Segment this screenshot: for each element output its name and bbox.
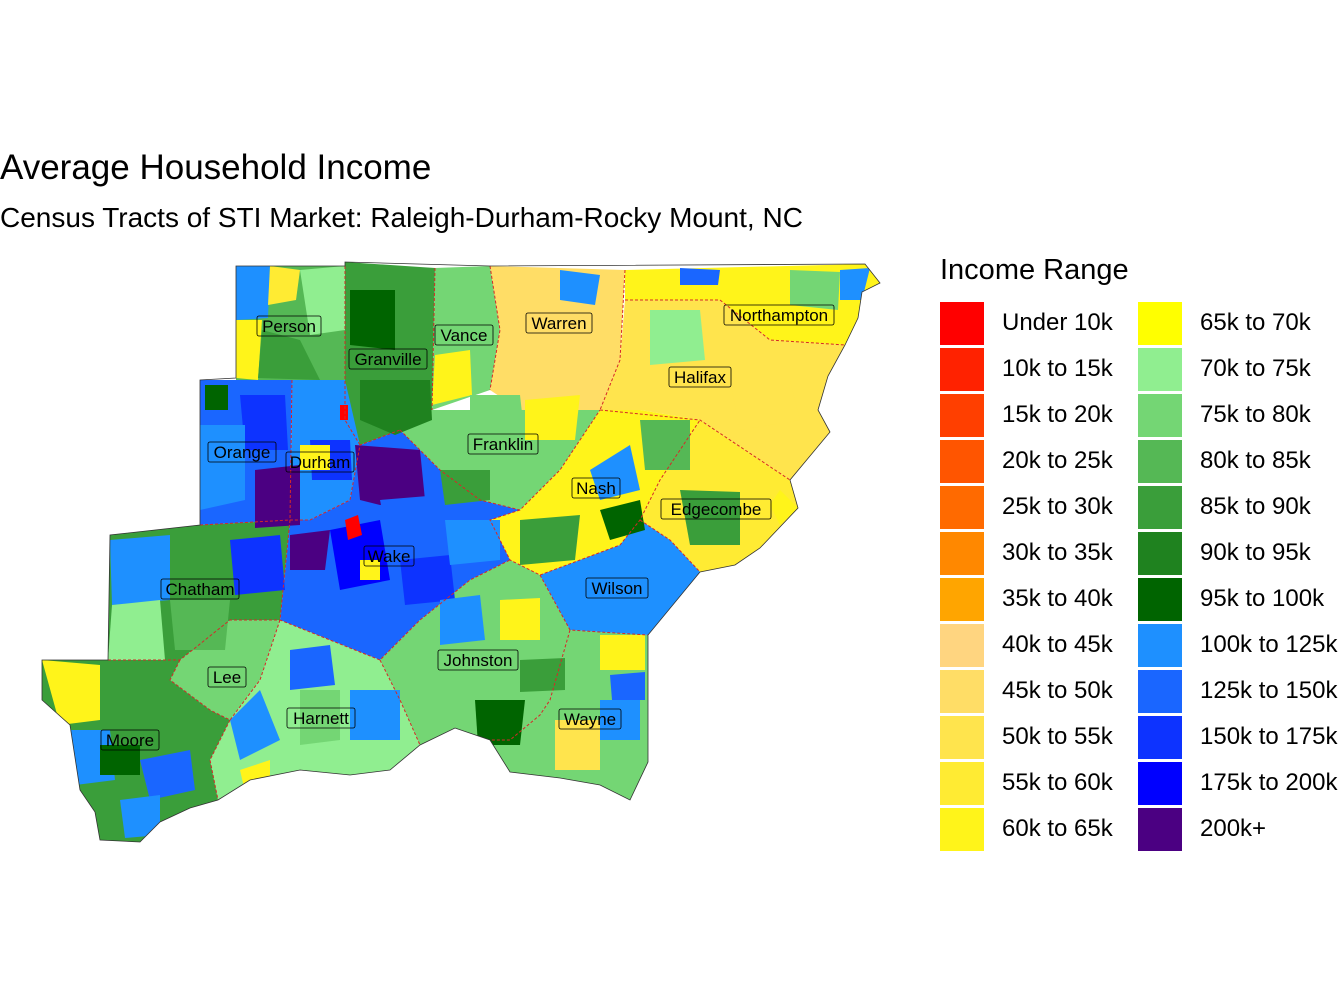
legend-swatch [1138,394,1182,437]
svg-text:Northampton: Northampton [730,306,828,325]
income-legend: Income Range Under 10k 10k to 15k 15k to… [940,253,1344,863]
legend-swatch [1138,716,1182,759]
tract-mosaic [42,266,870,838]
county-label-wayne: Wayne [558,708,622,730]
county-region-wayne [490,630,648,800]
legend-label: 80k to 85k [1200,447,1311,474]
legend-label: 90k to 95k [1200,539,1311,566]
county-label-franklin: Franklin [467,433,539,455]
svg-text:Orange: Orange [214,443,271,462]
map-subtitle: Census Tracts of STI Market: Raleigh-Dur… [0,202,803,233]
legend-swatch [1138,670,1182,713]
county-label-halifax: Halifax [668,366,732,388]
legend-label: 85k to 90k [1200,493,1311,520]
legend-label: 25k to 30k [1002,493,1113,520]
choropleth-map: Person Granville Vance Warren Northampto… [41,261,881,843]
legend-title: Income Range [940,254,1129,286]
legend-label: 50k to 55k [1002,723,1113,750]
svg-text:Johnston: Johnston [444,651,513,670]
legend-swatch [1138,486,1182,529]
legend-swatch [940,670,984,713]
county-label-chatham: Chatham [160,578,240,600]
svg-text:Franklin: Franklin [473,435,533,454]
svg-text:Chatham: Chatham [166,580,235,599]
legend-swatch [940,716,984,759]
legend-swatch [1138,578,1182,621]
county-region-wilson [540,520,700,635]
legend-label: 175k to 200k [1200,769,1338,796]
legend-label: 15k to 20k [1002,401,1113,428]
county-label-wilson: Wilson [585,577,649,599]
legend-label: 100k to 125k [1200,631,1338,658]
county-label-granville: Granville [348,348,428,370]
legend-swatch [940,762,984,805]
legend-swatch [1138,762,1182,805]
legend-label: 30k to 35k [1002,539,1113,566]
svg-text:Warren: Warren [531,314,586,333]
county-label-johnston: Johnston [437,649,519,671]
svg-text:Edgecombe: Edgecombe [671,500,762,519]
legend-swatch [940,578,984,621]
legend-swatch [940,440,984,483]
legend-swatch [1138,532,1182,575]
legend-label: 60k to 65k [1002,815,1113,842]
svg-text:Wake: Wake [368,547,411,566]
legend-swatch [940,394,984,437]
legend-swatch [940,808,984,851]
county-label-harnett: Harnett [286,707,356,729]
legend-swatch [940,486,984,529]
region-outline [41,261,881,843]
map-title: Average Household Income [0,148,432,187]
legend-label: 20k to 25k [1002,447,1113,474]
svg-text:Granville: Granville [354,350,421,369]
county-label-vance: Vance [434,324,494,346]
legend-label: 200k+ [1200,815,1267,842]
svg-text:Wayne: Wayne [564,710,616,729]
legend-swatch [1138,302,1182,345]
legend-label: 125k to 150k [1200,677,1338,704]
county-label-person: Person [256,315,322,337]
legend-swatch [940,302,984,345]
legend-label: 75k to 80k [1200,401,1311,428]
county-boundaries [108,265,846,801]
county-label-durham: Durham [285,451,355,473]
svg-text:Halifax: Halifax [674,368,726,387]
legend-swatch [940,624,984,667]
svg-text:Person: Person [262,317,316,336]
legend-swatch [940,532,984,575]
legend-label: 40k to 45k [1002,631,1113,658]
county-region-lee [170,620,280,720]
county-label-northampton: Northampton [723,304,835,326]
county-label-lee: Lee [207,666,247,688]
county-label-orange: Orange [207,441,277,463]
svg-text:Nash: Nash [576,479,616,498]
legend-label: 10k to 15k [1002,355,1113,382]
legend-label: 35k to 40k [1002,585,1113,612]
county-label-moore: Moore [100,729,160,751]
legend-label: 45k to 50k [1002,677,1113,704]
county-label-warren: Warren [525,312,593,334]
svg-text:Moore: Moore [106,731,154,750]
svg-text:Durham: Durham [290,453,350,472]
legend-label: 150k to 175k [1200,723,1338,750]
legend-label: 55k to 60k [1002,769,1113,796]
legend-swatch [1138,808,1182,851]
legend-swatch [1138,348,1182,391]
county-label-wake: Wake [363,545,415,567]
legend-label: Under 10k [1002,309,1113,336]
county-label-edgecombe: Edgecombe [660,498,772,520]
legend-swatch [940,348,984,391]
svg-text:Harnett: Harnett [293,709,349,728]
svg-text:Vance: Vance [441,326,488,345]
legend-label: 70k to 75k [1200,355,1311,382]
county-labels: Person Granville Vance Warren Northampto… [100,304,835,751]
legend-label: 95k to 100k [1200,585,1325,612]
legend-swatch [1138,440,1182,483]
legend-label: 65k to 70k [1200,309,1311,336]
legend-swatch [1138,624,1182,667]
county-label-nash: Nash [571,477,621,499]
svg-text:Lee: Lee [213,668,241,687]
svg-text:Wilson: Wilson [591,579,642,598]
